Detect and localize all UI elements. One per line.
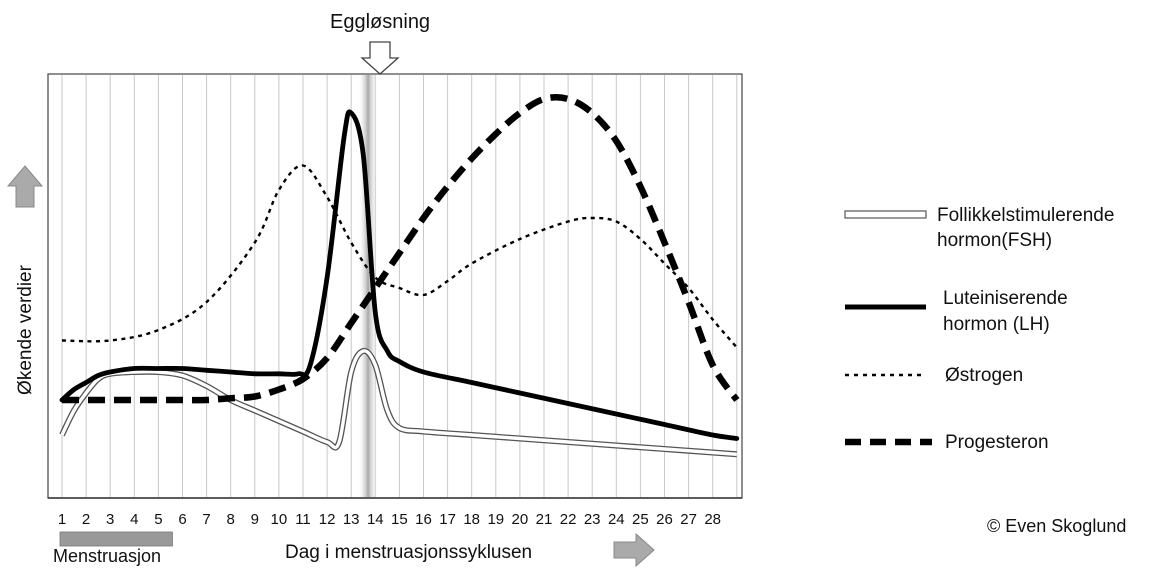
legend-swatch-fsh <box>844 210 927 219</box>
series-line-estrogen <box>61 164 738 349</box>
menstruation-label: Menstruasjon <box>53 546 161 566</box>
x-tick-label: 28 <box>704 511 721 528</box>
x-tick-label: 13 <box>343 511 360 528</box>
x-tick-label: 22 <box>560 511 577 528</box>
series-line-progesterone <box>62 94 740 404</box>
legend-label-progesterone: Progesteron <box>945 432 1049 453</box>
x-tick-label: 19 <box>487 511 504 528</box>
x-tick-label: 25 <box>632 511 649 528</box>
x-tick-label: 14 <box>367 511 384 528</box>
x-tick-label: 5 <box>154 511 162 528</box>
x-tick-label: 2 <box>82 511 90 528</box>
y-axis-label: Økende verdier <box>15 264 36 395</box>
legend-label-lh: Luteiniserende hormon (LH) <box>943 288 1073 335</box>
series-line-fsh <box>60 349 737 456</box>
x-tick-label: 15 <box>391 511 408 528</box>
legend-label-estrogen: Østrogen <box>945 365 1023 386</box>
x-tick-label: 27 <box>680 511 697 528</box>
menstruation-bar <box>59 531 173 547</box>
x-tick-label: 18 <box>463 511 480 528</box>
x-tick-label: 8 <box>227 511 235 528</box>
ovulation-label: Eggløsning <box>330 11 430 33</box>
x-tick-label: 21 <box>536 511 553 528</box>
x-tick-label: 24 <box>608 511 625 528</box>
x-tick-label: 3 <box>106 511 114 528</box>
x-tick-label: 10 <box>271 511 288 528</box>
vertical-gridlines <box>61 75 738 497</box>
x-tick-label: 11 <box>295 511 311 528</box>
ovulation-band <box>358 75 379 497</box>
ovulation-arrow-icon <box>360 41 400 75</box>
series-layer <box>59 94 740 458</box>
x-tick-label: 26 <box>656 511 673 528</box>
right-arrow-icon <box>613 532 655 568</box>
copyright-text: © Even Skoglund <box>987 516 1126 536</box>
x-tick-labels: 1 2 3 4 5 6 7 8 9 10 11 12 13 14 15 16 17 18 19 20 21 22 23 24 2… <box>58 511 721 528</box>
x-tick-label: 6 <box>178 511 186 528</box>
x-tick-label: 23 <box>584 511 601 528</box>
plot-frame <box>47 73 743 499</box>
x-tick-label: 4 <box>130 511 138 528</box>
x-tick-label: 17 <box>439 511 456 528</box>
x-tick-label: 1 <box>58 511 66 528</box>
up-arrow-icon <box>6 165 44 208</box>
legend: Follikkelstimulerende hormon(FSH) Lutein… <box>844 205 1120 453</box>
x-tick-label: 7 <box>202 511 210 528</box>
x-tick-label: 12 <box>319 511 336 528</box>
legend-label-fsh: Follikkelstimulerende hormon(FSH) <box>937 205 1120 251</box>
x-axis-label: Dag i menstruasjonssyklusen <box>285 542 532 563</box>
x-tick-label: 20 <box>512 511 529 528</box>
series-line-lh <box>59 109 740 441</box>
x-tick-label: 16 <box>415 511 432 528</box>
x-tick-label: 9 <box>251 511 259 528</box>
